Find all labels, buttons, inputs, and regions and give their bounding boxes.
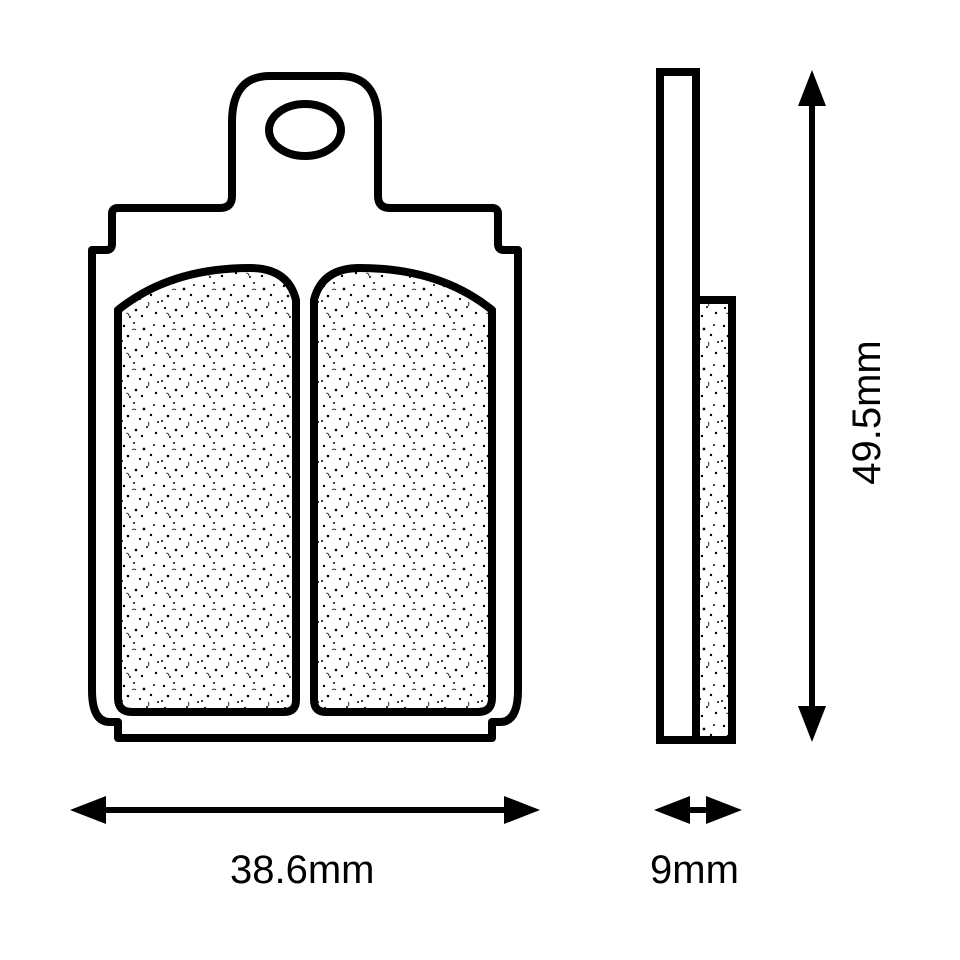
thickness-label: 9mm	[650, 848, 739, 893]
height-label: 49.5mm	[845, 340, 890, 485]
friction-pad-right	[314, 268, 492, 712]
drawing-canvas: 38.6mm 9mm 49.5mm	[0, 0, 960, 960]
front-view	[0, 0, 960, 960]
width-label: 38.6mm	[230, 848, 375, 893]
friction-pad-left	[118, 268, 296, 712]
side-friction-pad	[696, 300, 732, 740]
width-dimension	[70, 796, 540, 824]
mounting-hole	[269, 104, 341, 156]
height-dimension	[798, 70, 826, 742]
side-backing-plate	[660, 72, 696, 740]
thickness-dimension	[654, 796, 742, 824]
